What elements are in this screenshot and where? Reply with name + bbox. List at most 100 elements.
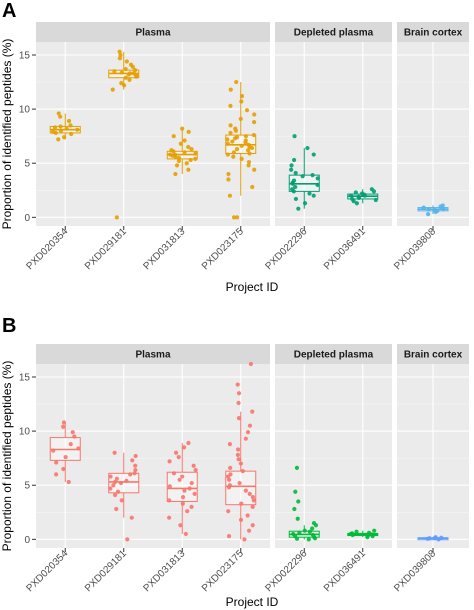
x-tick-label: PXD036491 — [322, 226, 368, 272]
data-point — [178, 523, 183, 528]
data-point — [440, 203, 445, 208]
data-point — [176, 155, 182, 160]
data-point — [302, 201, 308, 206]
data-point — [61, 466, 66, 472]
panel-label: B — [2, 315, 16, 337]
data-point — [167, 152, 173, 157]
data-point — [307, 529, 312, 534]
data-point — [349, 531, 355, 536]
data-point — [171, 134, 176, 139]
data-point — [167, 515, 172, 520]
data-point — [426, 207, 431, 212]
data-point — [294, 465, 300, 471]
data-point — [243, 138, 248, 143]
x-tick-label: PXD020354 — [24, 226, 70, 272]
data-point — [108, 486, 113, 491]
facet-0: Plasma PXD020354 PXD029181 PXD031813 PXD0231… — [24, 344, 270, 594]
data-point — [315, 176, 320, 181]
data-point — [227, 193, 233, 198]
data-point — [193, 151, 198, 156]
data-point — [62, 135, 67, 140]
facet-strip-label: Depleted plasma — [294, 28, 374, 39]
data-point — [226, 509, 231, 514]
facet-panel-background — [275, 42, 392, 226]
data-point — [296, 206, 301, 211]
data-point — [114, 215, 119, 220]
data-point — [189, 480, 194, 486]
data-point — [125, 537, 130, 542]
data-point — [247, 491, 252, 496]
data-point — [310, 526, 315, 531]
data-point — [293, 184, 298, 190]
data-point — [433, 535, 438, 540]
data-point — [172, 152, 177, 157]
facet-strip — [275, 22, 392, 42]
data-point — [292, 506, 297, 512]
x-tick-label: PXD039808 — [392, 226, 438, 272]
data-point — [189, 147, 194, 152]
data-point — [297, 530, 302, 535]
data-point — [58, 128, 64, 133]
data-point — [68, 123, 73, 128]
data-point — [119, 81, 124, 86]
box — [108, 472, 140, 494]
data-point — [237, 480, 242, 486]
x-tick-label: PXD022296 — [263, 548, 309, 594]
data-point — [246, 528, 252, 533]
data-point — [291, 157, 297, 163]
data-point — [227, 441, 232, 447]
data-point — [245, 148, 251, 153]
data-point — [372, 528, 377, 533]
data-point — [169, 148, 174, 153]
y-tick-label: 15 — [19, 372, 31, 383]
data-point — [238, 461, 244, 466]
data-point — [118, 480, 124, 486]
facet-strip — [36, 344, 270, 364]
data-point — [177, 477, 182, 482]
data-point — [235, 452, 241, 458]
data-point — [111, 483, 116, 488]
panel-b: B Proportion of identified peptides (%) 0 5… — [0, 315, 469, 609]
data-point — [239, 99, 244, 104]
facet-strip — [275, 344, 392, 364]
data-point — [234, 135, 240, 140]
data-point — [293, 489, 298, 494]
facet-0: Plasma PXD020354 PXD029181 PXD031813 PXD0231… — [24, 22, 270, 272]
data-point — [189, 504, 194, 509]
data-point — [226, 177, 231, 182]
data-point — [239, 143, 244, 149]
facet-panel-background — [36, 364, 270, 548]
data-point — [289, 167, 294, 172]
data-point — [302, 528, 307, 533]
data-point — [176, 158, 182, 164]
data-point — [70, 430, 75, 435]
data-point — [227, 477, 232, 482]
data-point — [293, 196, 299, 202]
data-point — [127, 71, 133, 76]
data-point — [133, 68, 138, 73]
data-point — [236, 416, 242, 421]
data-point — [131, 71, 136, 76]
data-point — [122, 83, 127, 88]
data-point — [245, 430, 251, 435]
data-point — [54, 472, 59, 477]
data-point — [63, 454, 68, 460]
data-point — [228, 87, 233, 92]
data-point — [290, 187, 295, 192]
data-point — [123, 66, 128, 72]
data-point — [252, 112, 257, 117]
data-point — [234, 215, 240, 220]
data-point — [52, 125, 58, 130]
data-point — [112, 69, 117, 74]
data-point — [234, 79, 239, 85]
data-point — [225, 141, 230, 146]
data-point — [64, 126, 69, 131]
data-point — [246, 160, 252, 165]
data-point — [311, 152, 316, 157]
data-point — [439, 535, 444, 540]
data-point — [124, 59, 129, 64]
data-point — [133, 463, 138, 468]
data-point — [350, 196, 355, 202]
data-point — [427, 536, 432, 541]
data-point — [311, 193, 316, 198]
